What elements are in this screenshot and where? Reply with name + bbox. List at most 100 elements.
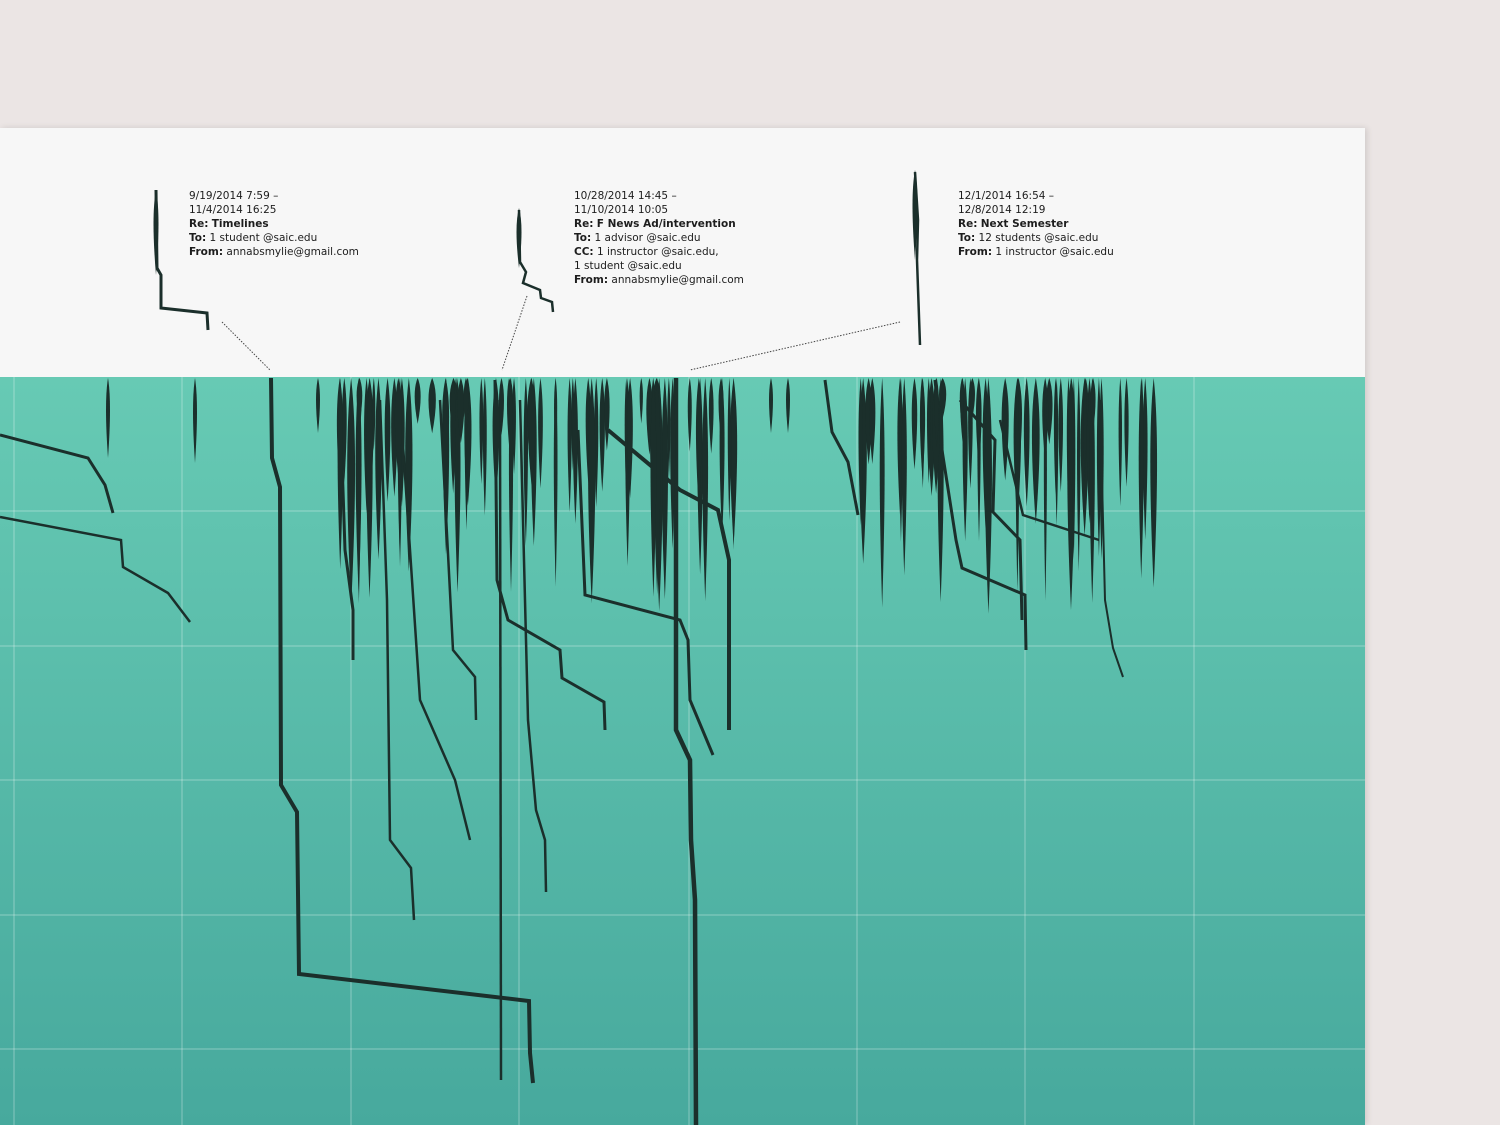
thread-spike bbox=[492, 378, 500, 499]
thread-spike bbox=[977, 378, 981, 542]
thread-spike bbox=[984, 378, 992, 614]
thread-spike bbox=[1090, 378, 1096, 432]
thread-spike bbox=[702, 378, 709, 601]
thread-spike bbox=[687, 378, 692, 452]
line-value: 1 student @saic.edu bbox=[574, 260, 682, 272]
thread-spike bbox=[661, 378, 669, 600]
thread-spike bbox=[193, 378, 197, 463]
subject-value: F News Ad/intervention bbox=[596, 218, 736, 230]
recipient-line: From: 1 instructor @saic.edu bbox=[958, 245, 1114, 259]
thread-spike bbox=[394, 378, 402, 478]
subject: Re: Timelines bbox=[189, 217, 359, 231]
thread-spike bbox=[858, 378, 863, 526]
thread-spike bbox=[1118, 378, 1123, 507]
line-value: 1 instructor @saic.edu bbox=[995, 246, 1114, 258]
thread-spike bbox=[366, 378, 373, 598]
leader-line-timelines bbox=[221, 321, 271, 371]
thread-spike bbox=[357, 378, 362, 432]
thread-spike bbox=[316, 378, 320, 433]
thread-spike bbox=[1089, 378, 1095, 603]
thread-spike bbox=[106, 378, 110, 458]
date-start: 9/19/2014 7:59 – bbox=[189, 190, 279, 202]
callout-glyph-news-ad-head bbox=[516, 208, 522, 268]
subject-value: Timelines bbox=[211, 218, 269, 230]
thread-spike bbox=[384, 378, 391, 502]
thread-spike bbox=[442, 378, 450, 555]
thread-spike bbox=[1043, 378, 1047, 601]
thread-spike bbox=[731, 378, 736, 550]
thread-spike bbox=[457, 378, 465, 444]
recipient-line: CC: 1 instructor @saic.edu, bbox=[574, 245, 744, 259]
thread-spike bbox=[588, 378, 596, 604]
thread-spike bbox=[962, 378, 968, 542]
line-value: 1 instructor @saic.edu, bbox=[596, 246, 719, 258]
thread-spike bbox=[926, 378, 931, 484]
line-label: From: bbox=[189, 246, 224, 258]
recipient-line: From: annabsmylie@gmail.com bbox=[574, 273, 744, 287]
line-label: To: bbox=[958, 232, 976, 244]
line-value: annabsmylie@gmail.com bbox=[226, 246, 359, 258]
thread-spike bbox=[479, 378, 484, 485]
thread-field bbox=[0, 377, 1365, 1125]
poster: 9/19/2014 7:59 –11/4/2014 16:25 Re: Timel… bbox=[0, 128, 1365, 1125]
thread-spike bbox=[538, 378, 543, 489]
thread-spike bbox=[567, 378, 572, 513]
subject-label: Re: bbox=[574, 218, 594, 230]
recipient-line: 1 student @saic.edu bbox=[574, 259, 744, 273]
date-start: 10/28/2014 14:45 – bbox=[574, 190, 677, 202]
thread-line bbox=[0, 515, 191, 623]
thread-spike bbox=[921, 378, 925, 489]
thread-line bbox=[576, 429, 715, 756]
thread-spike bbox=[879, 378, 885, 608]
thread-spike bbox=[482, 378, 487, 516]
thread-spike bbox=[786, 378, 790, 433]
thread-spike bbox=[1142, 378, 1148, 540]
thread-spike bbox=[1058, 378, 1064, 493]
thread-spike bbox=[599, 378, 605, 492]
line-label: From: bbox=[574, 274, 609, 286]
thread-spike bbox=[1055, 378, 1059, 527]
thread-line bbox=[518, 399, 548, 893]
thread-spike bbox=[934, 378, 940, 448]
thread-spike bbox=[899, 378, 903, 542]
thread-spike bbox=[498, 378, 504, 436]
thread-line bbox=[493, 379, 607, 731]
thread-spike bbox=[450, 378, 457, 494]
thread-line bbox=[673, 378, 699, 1125]
thread-spike bbox=[405, 378, 413, 572]
subject-label: Re: bbox=[189, 218, 209, 230]
recipient-line: To: 1 student @saic.edu bbox=[189, 231, 359, 245]
thread-spike bbox=[1096, 378, 1101, 557]
thread-spike bbox=[604, 378, 610, 451]
thread-spike bbox=[624, 378, 628, 497]
thread-line bbox=[498, 399, 503, 1081]
line-label: To: bbox=[189, 232, 207, 244]
poster-header-area bbox=[0, 128, 1365, 377]
annotation-next-semester: 12/1/2014 16:54 –12/8/2014 12:19 Re: Next… bbox=[958, 189, 1114, 259]
thread-spike bbox=[341, 378, 347, 483]
thread-spike bbox=[718, 378, 724, 439]
line-value: 1 advisor @saic.edu bbox=[594, 232, 701, 244]
thread-line bbox=[269, 377, 535, 1084]
callout-glyph-timelines-head bbox=[153, 190, 159, 275]
thread-spike bbox=[572, 378, 578, 524]
annotation-timelines: 9/19/2014 7:59 –11/4/2014 16:25 Re: Timel… bbox=[189, 189, 359, 259]
thread-spike bbox=[1150, 378, 1158, 588]
thread-spike bbox=[1015, 378, 1020, 592]
thread-spike bbox=[356, 378, 361, 604]
thread-spike bbox=[1077, 378, 1081, 572]
thread-spike bbox=[969, 378, 975, 419]
thread-spike bbox=[627, 378, 633, 499]
thread-spike bbox=[1001, 378, 1009, 481]
thread-spike bbox=[939, 378, 947, 419]
line-label: To: bbox=[574, 232, 592, 244]
leader-line-news-ad bbox=[501, 295, 528, 371]
leader-line-next-semester bbox=[689, 321, 901, 371]
line-value: 1 student @saic.edu bbox=[209, 232, 318, 244]
thread-spike bbox=[901, 378, 907, 576]
subject: Re: F News Ad/intervention bbox=[574, 217, 744, 231]
thread-spike bbox=[414, 378, 421, 424]
recipient-line: From: annabsmylie@gmail.com bbox=[189, 245, 359, 259]
date-end: 11/4/2014 16:25 bbox=[189, 204, 277, 216]
subject-label: Re: bbox=[958, 218, 978, 230]
